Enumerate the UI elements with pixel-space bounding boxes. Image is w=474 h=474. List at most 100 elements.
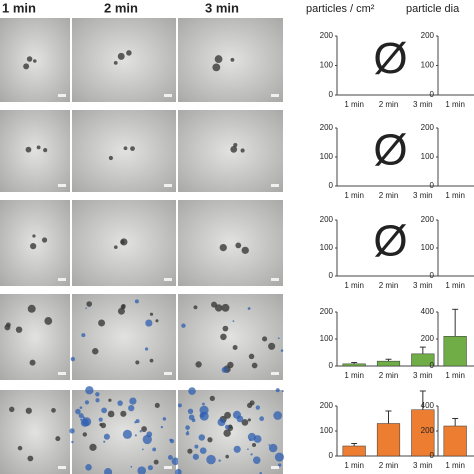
particle bbox=[212, 63, 221, 72]
particle bbox=[123, 146, 128, 151]
y-tick-label: 100 bbox=[320, 243, 334, 252]
particle bbox=[220, 333, 227, 341]
particle bbox=[86, 301, 93, 307]
blue-particle bbox=[129, 397, 137, 405]
y-tick-label: 200 bbox=[421, 334, 435, 343]
particle bbox=[141, 426, 147, 432]
y-tick-label: 0 bbox=[329, 181, 334, 190]
y-tick-label: 100 bbox=[320, 426, 334, 435]
x-tick-label: 1 min bbox=[445, 461, 465, 470]
x-tick-label: 3 min bbox=[413, 461, 433, 470]
blue-particle bbox=[84, 400, 90, 405]
blue-particle bbox=[144, 347, 149, 351]
blue-particle bbox=[101, 407, 108, 414]
blue-particle bbox=[217, 418, 226, 427]
particle bbox=[211, 301, 218, 308]
blue-particle bbox=[274, 452, 284, 462]
blue-particle bbox=[98, 417, 103, 422]
particle bbox=[89, 443, 97, 451]
blue-particle bbox=[80, 418, 83, 421]
blue-particle bbox=[134, 299, 139, 304]
particle bbox=[219, 243, 227, 252]
micrographs bbox=[0, 18, 284, 474]
scale-bar bbox=[164, 466, 172, 469]
blue-particle bbox=[146, 431, 153, 438]
scale-bar bbox=[164, 372, 172, 375]
scale-bar bbox=[58, 94, 66, 97]
y-tick-label: 200 bbox=[421, 31, 435, 40]
particle bbox=[108, 398, 112, 402]
blue-particle bbox=[137, 466, 147, 474]
scale-bar bbox=[271, 466, 279, 469]
particle bbox=[249, 400, 255, 406]
blue-particle bbox=[171, 457, 180, 466]
x-tick-label: 1 min bbox=[445, 281, 465, 290]
blue-particle bbox=[259, 416, 265, 422]
micrograph bbox=[178, 200, 283, 286]
blue-particle bbox=[185, 425, 190, 430]
blue-particle bbox=[152, 447, 157, 452]
particle bbox=[32, 234, 36, 238]
y-tick-label: 0 bbox=[430, 181, 435, 190]
blue-particle bbox=[78, 413, 84, 419]
particle bbox=[120, 304, 126, 310]
x-tick-label: 2 min bbox=[379, 100, 399, 109]
blue-particle bbox=[85, 386, 94, 395]
blue-particle bbox=[185, 431, 190, 436]
particle bbox=[207, 437, 213, 443]
blue-particle bbox=[194, 444, 199, 449]
y-tick-label: 100 bbox=[421, 61, 435, 70]
y-tick-label: 100 bbox=[421, 243, 435, 252]
blue-particle bbox=[175, 468, 182, 474]
particle bbox=[232, 345, 238, 350]
blue-particle bbox=[202, 402, 205, 406]
particle bbox=[154, 402, 160, 408]
x-tick-label: 2 min bbox=[379, 461, 399, 470]
particle bbox=[247, 418, 251, 422]
blue-particle bbox=[221, 366, 228, 373]
particle bbox=[41, 237, 48, 243]
particle bbox=[17, 445, 23, 451]
y-tick-label: 200 bbox=[320, 31, 334, 40]
particle bbox=[98, 319, 106, 327]
particle bbox=[107, 410, 115, 418]
particle bbox=[233, 142, 238, 148]
particle bbox=[230, 57, 235, 62]
blue-particle bbox=[75, 408, 81, 415]
blue-particle bbox=[198, 434, 206, 441]
empty-marker: Ø bbox=[373, 34, 407, 83]
blue-particle bbox=[199, 447, 207, 455]
particle bbox=[252, 442, 257, 447]
x-tick-label: 3 min bbox=[413, 100, 433, 109]
blue-particle bbox=[273, 411, 283, 420]
particle bbox=[25, 407, 32, 414]
particle bbox=[248, 353, 255, 360]
x-tick-label: 2 min bbox=[379, 191, 399, 200]
blue-particle bbox=[191, 418, 196, 423]
blue-particle bbox=[252, 456, 261, 464]
x-tick-label: 2 min bbox=[379, 371, 399, 380]
blue-particle bbox=[247, 307, 251, 310]
particle bbox=[251, 362, 258, 369]
blue-particle bbox=[103, 433, 110, 440]
blue-particle bbox=[134, 434, 137, 437]
particle bbox=[26, 56, 33, 62]
particle bbox=[9, 406, 15, 413]
bar bbox=[342, 445, 366, 457]
blue-particle bbox=[130, 465, 133, 468]
particle bbox=[113, 245, 118, 250]
particle bbox=[187, 448, 193, 454]
blue-particle bbox=[139, 430, 142, 433]
y-tick-label: 0 bbox=[329, 271, 334, 280]
image-column-header: 3 min bbox=[205, 0, 239, 15]
particle bbox=[113, 60, 118, 65]
particle bbox=[214, 304, 223, 312]
blue-particle bbox=[103, 440, 106, 443]
blue-particle bbox=[277, 337, 280, 340]
image-column-header: 1 min bbox=[2, 0, 36, 15]
particle bbox=[36, 145, 41, 150]
particle bbox=[23, 63, 30, 70]
x-tick-label: 1 min bbox=[344, 371, 364, 380]
y-tick-label: 200 bbox=[320, 307, 334, 316]
